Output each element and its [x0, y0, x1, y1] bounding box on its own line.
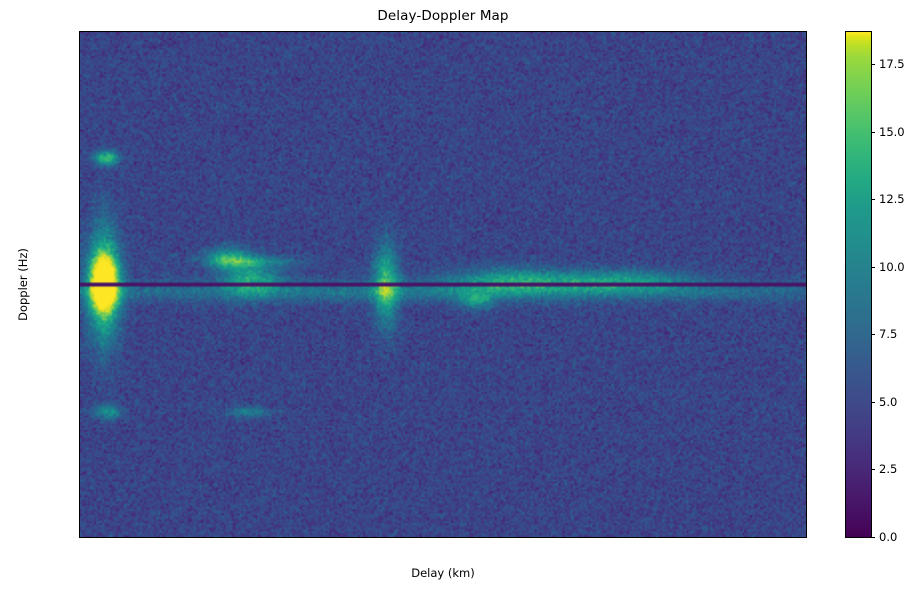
colorbar-tick-label: 12.5: [879, 192, 905, 207]
y-tick-mark: [79, 474, 80, 475]
x-tick-mark: [464, 537, 465, 538]
colorbar-tick-mark: [871, 64, 875, 66]
colorbar-tick-mark: [871, 266, 875, 268]
heatmap-plot-area[interactable]: 200150100500−50−100−150−200 01020304050: [79, 31, 807, 538]
page-title: Delay-Doppler Map: [377, 8, 509, 24]
x-tick-mark: [104, 537, 105, 538]
x-tick-mark: [224, 537, 225, 538]
colorbar-tick-label: 0.0: [879, 530, 898, 544]
y-tick-mark: [79, 285, 80, 286]
colorbar-tick-label: 17.5: [879, 57, 905, 72]
colorbar-tick-mark: [871, 199, 875, 201]
colorbar-tick-label: 10.0: [879, 259, 905, 274]
y-tick-mark: [79, 95, 80, 96]
y-tick-mark: [79, 221, 80, 222]
colorbar-tick-label: 15.0: [879, 124, 905, 139]
colorbar-tick-mark: [871, 334, 875, 336]
y-tick-mark: [79, 411, 80, 412]
colorbar[interactable]: 0.0 2.5 5.0 7.5 10.0 12.5 15.0 17.5: [845, 31, 905, 544]
y-tick-mark: [79, 348, 80, 349]
x-tick-mark: [344, 537, 345, 538]
y-tick-mark: [79, 158, 80, 159]
y-tick-mark: [79, 537, 80, 538]
x-axis-label: Delay (km): [411, 566, 475, 580]
x-tick-mark: [584, 537, 585, 538]
y-axis-label: Doppler (Hz): [16, 248, 30, 321]
y-tick-mark: [79, 32, 80, 33]
colorbar-tick-mark: [871, 537, 875, 538]
colorbar-tick-label: 5.0: [879, 394, 898, 409]
colorbar-tick-mark: [871, 131, 875, 133]
colorbar-tick-mark: [871, 469, 875, 471]
delay-doppler-heatmap: [80, 32, 806, 537]
colorbar-tick-label: 7.5: [879, 327, 898, 342]
colorbar-tick-mark: [871, 401, 875, 403]
colorbar-tick-label: 2.5: [879, 462, 898, 477]
x-tick-mark: [704, 537, 705, 538]
